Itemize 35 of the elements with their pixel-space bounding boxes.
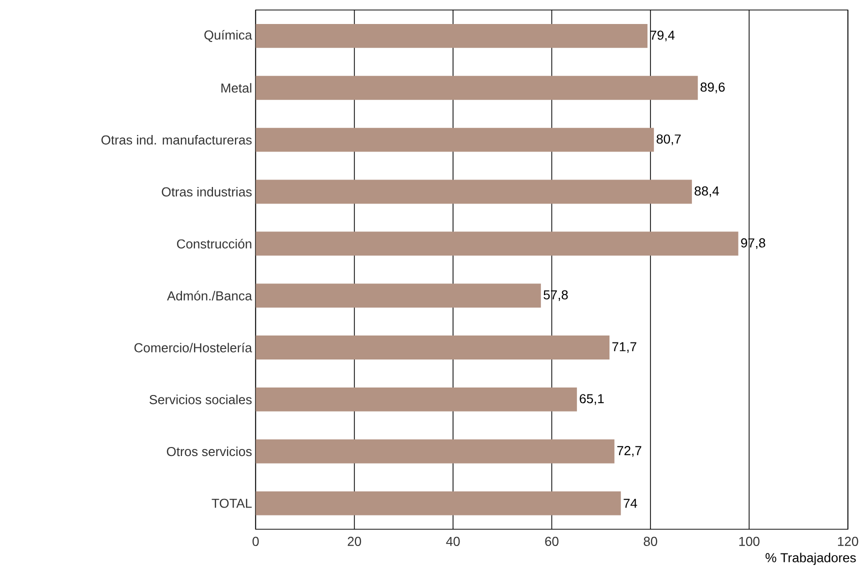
y-tick-label: Construcción [177,238,252,248]
x-tick-label: 40 [446,536,460,546]
bar [256,128,654,152]
data-label: 74 [624,498,638,508]
data-label: 88,4 [694,186,719,198]
bar [256,439,614,464]
y-tick-label: Química [204,30,252,42]
data-label: 71,7 [612,342,636,353]
y-tick-label: Servicios sociales [150,394,252,404]
data-label: 89,6 [700,82,725,94]
y-tick-label: Otras industrias [162,186,252,196]
y-tick-label: Comercio/Hostelería [134,342,252,352]
bar [256,284,541,308]
bar [256,491,621,516]
bar [256,76,698,100]
x-tick-label: 20 [348,536,362,546]
bar [256,180,692,204]
x-tick-label: 60 [545,536,558,546]
bar [256,232,738,256]
bar [256,24,648,48]
x-tick-label: 120 [838,536,858,546]
y-tick-label: TOTAL [212,498,252,508]
data-label: 65,1 [580,394,604,405]
y-tick-label: Metal [221,83,252,93]
bar [256,335,610,360]
data-label: 80,7 [656,134,681,146]
x-axis-title: % Trabajadores [766,552,856,565]
y-tick-label: Admón./Banca [167,290,252,300]
bar [256,387,577,412]
data-label: 72,7 [617,446,642,457]
y-tick-label: Otras ind. manufactureras [101,134,252,144]
x-tick-label: 80 [644,536,658,546]
y-tick-label: Otros servicios [166,446,252,456]
x-tick-label: 100 [739,536,760,546]
x-tick-label: 0 [252,536,259,546]
